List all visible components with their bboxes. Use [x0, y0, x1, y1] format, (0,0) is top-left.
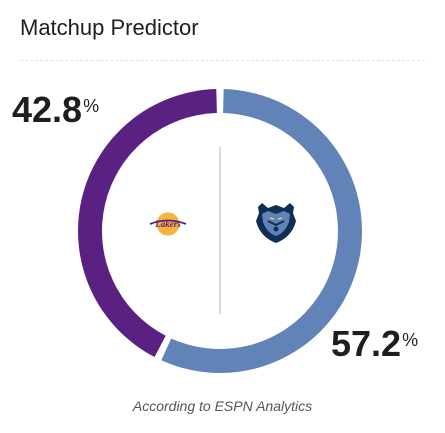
away-win-percentage: 42.8%: [12, 92, 99, 128]
title-divider: [20, 60, 425, 61]
away-win-value: 42.8: [12, 89, 83, 130]
home-win-value: 57.2: [331, 323, 402, 364]
widget-title: Matchup Predictor: [20, 15, 199, 40]
home-win-arc: [161, 89, 363, 374]
svg-text:Lakers: Lakers: [154, 219, 181, 229]
away-pct-symbol: %: [83, 96, 100, 116]
grizzlies-logo-icon: [256, 203, 296, 243]
home-pct-symbol: %: [402, 330, 419, 350]
analytics-footnote: According to ESPN Analytics: [132, 398, 313, 414]
away-win-arc: [77, 89, 217, 358]
home-win-percentage: 57.2%: [331, 326, 418, 362]
lakers-logo-icon: Lakers: [149, 212, 187, 236]
